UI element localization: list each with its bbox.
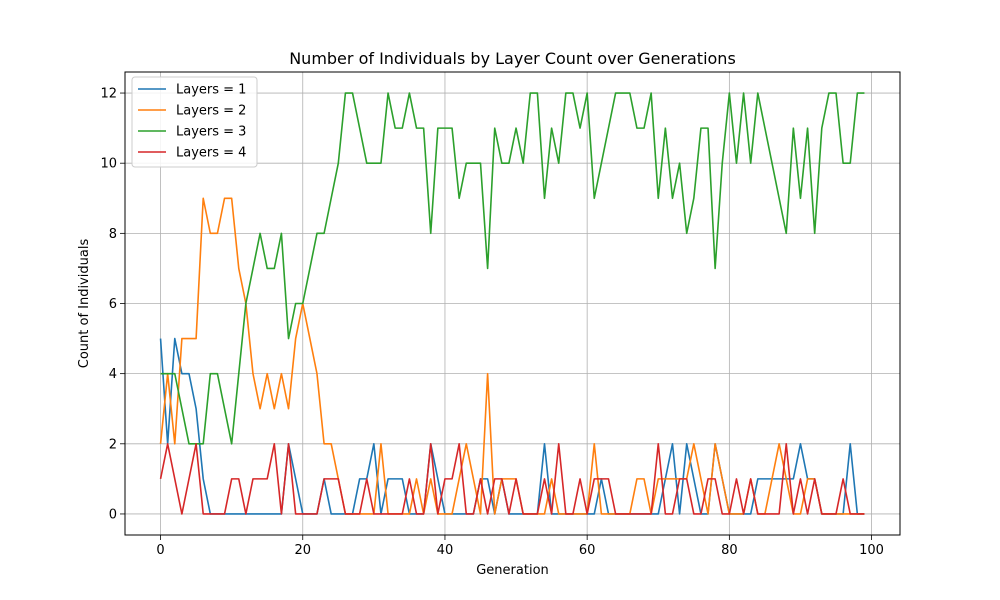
- y-tick-label: 10: [100, 157, 117, 172]
- series-line-2: [159, 197, 865, 515]
- y-tick-label: 12: [100, 87, 117, 102]
- axis-ticks: 0 20 40 60 80 100 0 2 4 6 8 10 12: [100, 87, 884, 558]
- y-tick-label: 2: [109, 437, 117, 452]
- y-tick-label: 8: [109, 227, 117, 242]
- x-tick-label: 80: [721, 543, 738, 558]
- series-line-4: [159, 442, 865, 515]
- x-tick-label: 40: [437, 543, 454, 558]
- chart-title: Number of Individuals by Layer Count ove…: [289, 49, 736, 68]
- y-axis-label: Count of Individuals: [77, 239, 92, 369]
- series-line-1: [159, 337, 865, 515]
- x-tick-label: 100: [859, 543, 884, 558]
- x-axis-label: Generation: [476, 563, 549, 578]
- legend: Layers = 1 Layers = 2 Layers = 3 Layers = 4: [131, 76, 258, 168]
- x-tick-label: 0: [156, 543, 164, 558]
- y-tick-label: 0: [109, 507, 117, 522]
- legend-label-2: Layers = 2: [176, 104, 246, 119]
- legend-label-1: Layers = 1: [176, 83, 246, 98]
- series-layer: [159, 92, 865, 515]
- legend-label-3: Layers = 3: [176, 125, 246, 140]
- x-tick-label: 20: [294, 543, 311, 558]
- y-tick-label: 4: [109, 367, 117, 382]
- y-tick-label: 6: [109, 297, 117, 312]
- series-line-3: [160, 92, 865, 445]
- legend-box: [131, 76, 258, 168]
- legend-label-4: Layers = 4: [176, 146, 246, 161]
- x-tick-label: 60: [579, 543, 596, 558]
